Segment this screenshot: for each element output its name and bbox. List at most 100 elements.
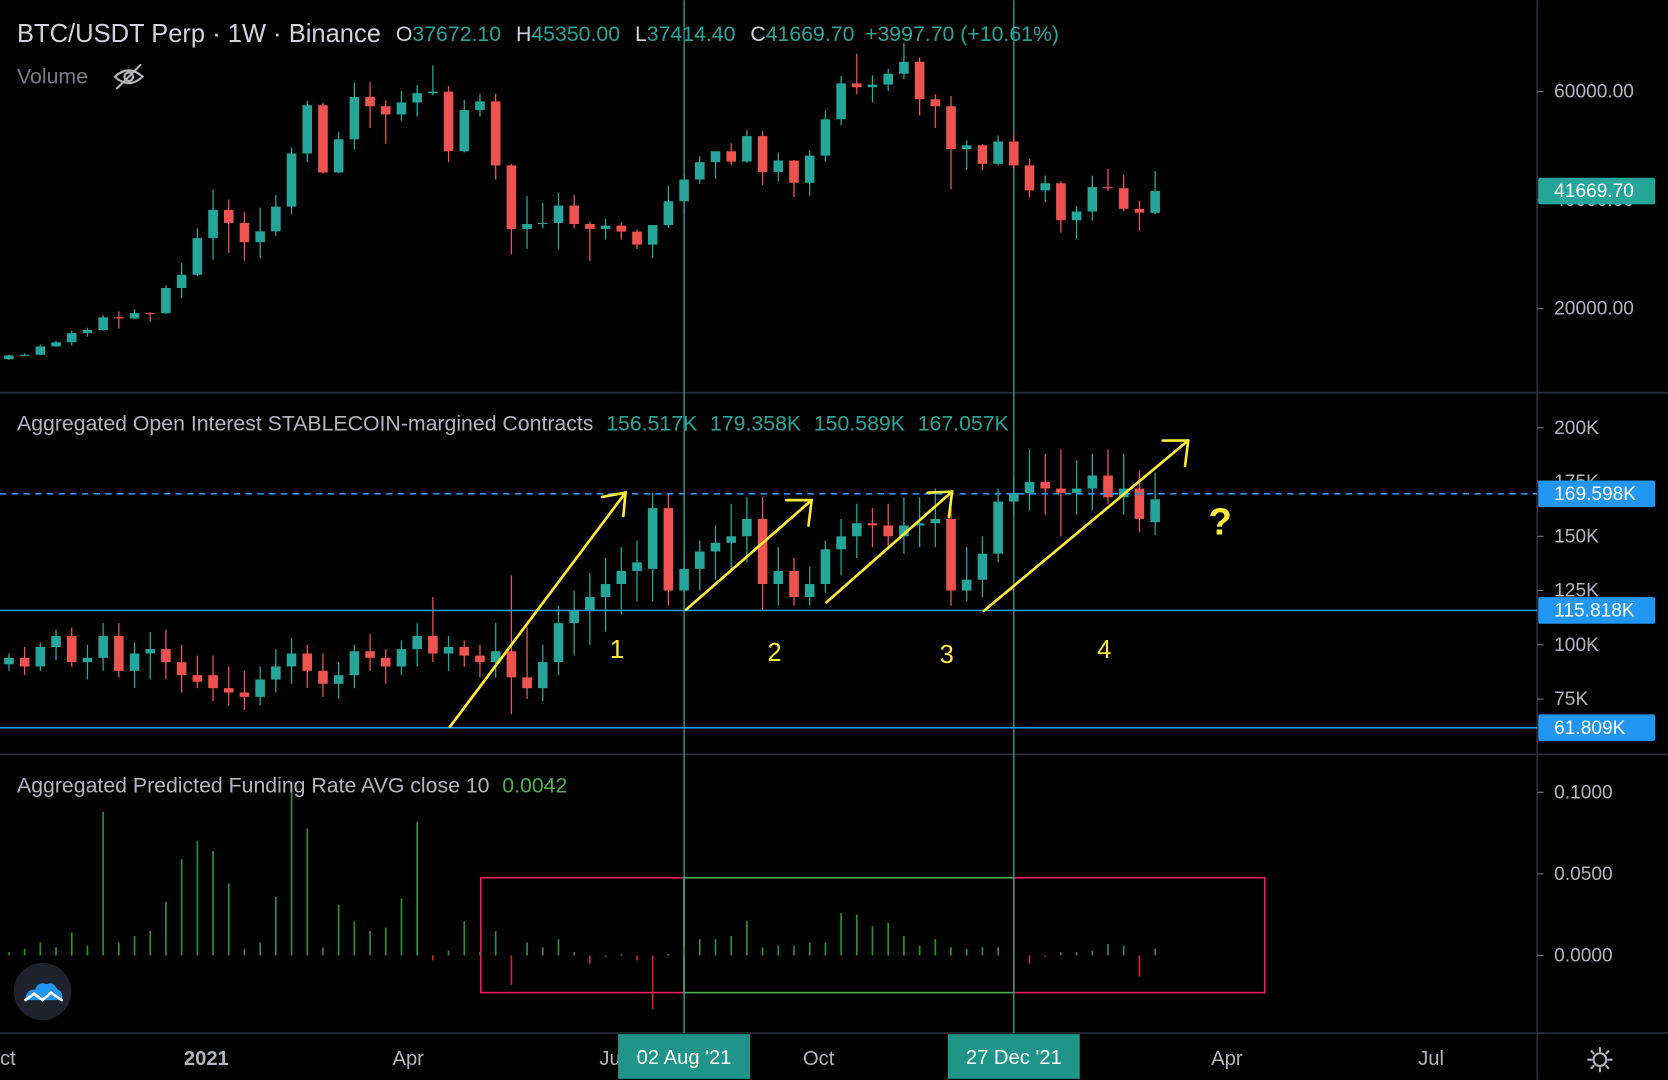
candle-body (4, 355, 14, 360)
candle-body (553, 205, 564, 223)
candle-body (663, 201, 674, 226)
x-tick-label: Apr (392, 1048, 424, 1070)
hide-icon[interactable] (113, 63, 145, 90)
candle-body (365, 651, 375, 658)
ohlc-key: H (516, 22, 531, 46)
candle-body (412, 93, 422, 103)
candle-body (569, 610, 579, 624)
y-tick-label: 75K (1554, 689, 1588, 710)
oi-value: 167.057K (918, 411, 1009, 435)
candle-body (35, 346, 46, 355)
candle-body (1087, 475, 1098, 489)
candle-body (914, 523, 925, 526)
candle-body (98, 636, 108, 658)
candle-body (852, 523, 862, 537)
y-tick-label: 125K (1554, 581, 1599, 602)
candle-body (726, 536, 736, 543)
settings-icon[interactable] (1587, 1046, 1613, 1073)
x-tick-label: Jul (1418, 1048, 1444, 1070)
candle-body (145, 649, 156, 654)
candle-body (98, 317, 108, 331)
candle-body (35, 646, 46, 667)
candle-body (271, 206, 281, 232)
candle-body (585, 223, 595, 229)
funding-value: 0.0042 (502, 773, 567, 797)
candle-body (883, 73, 893, 85)
candle-body (82, 330, 93, 334)
candle-body (977, 145, 988, 164)
candle-body (302, 105, 313, 154)
candle-body (19, 657, 30, 667)
candle-body (1009, 141, 1019, 166)
candle-body (1134, 488, 1145, 519)
candle-body (1071, 211, 1082, 221)
candle-body (286, 153, 297, 207)
candle-body (585, 597, 595, 611)
candle-body (679, 179, 689, 202)
candle-body (789, 571, 799, 598)
candle-body (239, 222, 250, 243)
candle-body (773, 160, 784, 172)
candle-body (490, 101, 501, 166)
candle-body (946, 106, 956, 150)
candle-body (82, 657, 93, 663)
candle-body (223, 209, 234, 223)
candle-body (428, 636, 438, 654)
candle-body (255, 231, 265, 243)
candle-body (522, 223, 532, 229)
candle-body (365, 97, 375, 107)
trend-arrow (982, 439, 1190, 613)
candle-body (537, 662, 548, 689)
oi-value: 150.589K (814, 411, 905, 435)
candle-body (1118, 188, 1129, 209)
candle-body (1071, 488, 1082, 493)
candle-body (836, 83, 846, 120)
candle-body (208, 209, 218, 239)
arrow-head (784, 498, 814, 527)
pane-title: BTC/USDT Perp · 1W · Binance (17, 20, 381, 48)
crosshair-date-label: 02 Aug '21 (637, 1047, 732, 1069)
price-tag: 41669.70 (1538, 177, 1656, 205)
candle-body (443, 91, 454, 152)
candle-body (192, 675, 203, 682)
pane-title: Aggregated Predicted Funding Rate AVG cl… (17, 773, 489, 797)
candle-body (695, 162, 705, 180)
x-tick-label: Oct (0, 1048, 16, 1070)
ohlc-value: 37672.10 (412, 22, 501, 46)
price-tag-label: 115.818K (1554, 601, 1635, 622)
candle-body (789, 160, 799, 183)
candle-body (742, 136, 752, 162)
candle-body (51, 636, 61, 647)
candle-body (537, 222, 548, 224)
price-tag-label: 41669.70 (1554, 181, 1634, 202)
candle-body (867, 523, 878, 526)
candle-body (255, 679, 265, 697)
price-tag: 115.818K (1538, 597, 1656, 624)
candle-body (1024, 165, 1035, 191)
ohlc-key: O (396, 22, 413, 46)
candle-body (114, 317, 124, 319)
candle-body (757, 136, 768, 172)
annotations: 1 2 3 4 ? (13, 63, 1613, 1073)
candle-body (1056, 488, 1066, 493)
candle-body (271, 666, 281, 680)
ohlc-value: 41669.70 (766, 22, 855, 46)
candle-body (961, 145, 972, 150)
candle-body (318, 670, 328, 684)
candle-body (632, 562, 642, 572)
price-tag-box (1538, 597, 1656, 624)
candle-body (820, 549, 831, 585)
candle-body (993, 141, 1003, 164)
crosshair-date-box (618, 1034, 751, 1079)
logo[interactable] (13, 962, 72, 1021)
arrow-head (600, 491, 627, 518)
candle-body (380, 106, 391, 115)
trend-arrow (684, 498, 813, 612)
x-tick-label: Apr (1211, 1048, 1243, 1070)
ohlc-key: L (635, 22, 647, 46)
y-tick-label: 150K (1554, 526, 1599, 547)
y-tick-label: 0.0500 (1554, 864, 1613, 885)
candle-body (695, 551, 705, 569)
